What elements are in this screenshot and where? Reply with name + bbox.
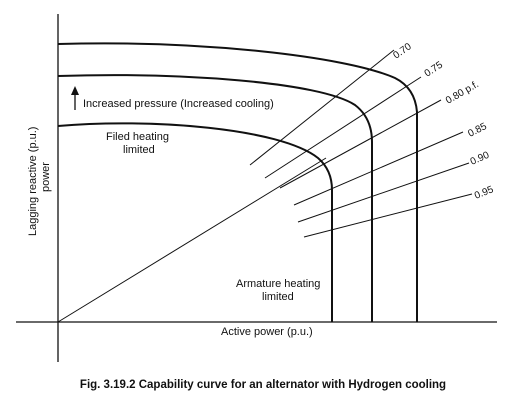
pf-line-0.90: [297, 162, 470, 223]
pf-label-0.85: 0.85: [466, 121, 489, 140]
pf-label-0.90: 0.90: [469, 150, 492, 168]
capability-curve-outer: [57, 42, 418, 322]
pf-line-0.75: [264, 76, 422, 179]
pf-label-0.80: 0.80 p.f.: [444, 79, 481, 107]
field-heating-label-line1: Filed heating: [106, 131, 169, 143]
figure-caption: Fig. 3.19.2 Capability curve for an alte…: [80, 379, 446, 391]
load-line: [57, 157, 327, 323]
capability-curve-inner: [57, 122, 333, 322]
pf-label-0.95: 0.95: [473, 184, 496, 202]
pf-label-0.75: 0.75: [423, 59, 446, 79]
y-axis-label-line2: power: [40, 162, 52, 192]
field-heating-label-line2: limited: [123, 144, 155, 156]
pf-line-0.80: [279, 99, 442, 189]
capability-curve-middle: [57, 74, 373, 322]
arrow-head-icon: [71, 86, 79, 95]
x-axis-label: Active power (p.u.): [221, 326, 313, 338]
increased-pressure-label: Increased pressure (Increased cooling): [83, 98, 274, 110]
pf-line-0.95: [303, 193, 473, 238]
pf-line-0.70: [249, 49, 395, 166]
pf-line-0.85: [293, 131, 464, 206]
pf-label-0.70: 0.70: [391, 41, 414, 61]
y-axis-label-line1: Lagging reactive (p.u.): [27, 127, 39, 236]
armature-heating-label-line2: limited: [262, 291, 294, 303]
armature-heating-label-line1: Armature heating: [236, 278, 320, 290]
